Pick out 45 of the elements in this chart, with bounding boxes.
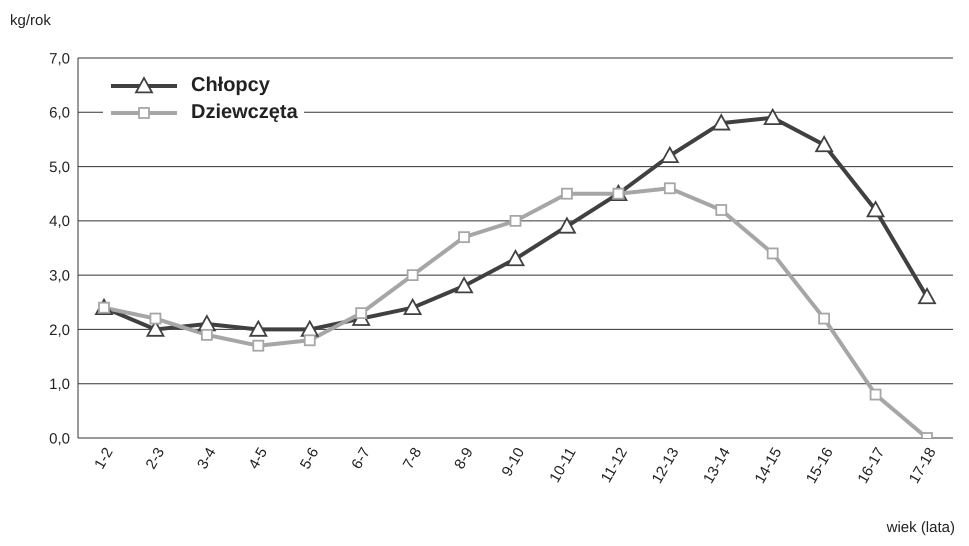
point: [818, 312, 830, 324]
y-tick-label: 6,0: [49, 104, 70, 122]
x-tick-label: 1-2: [91, 444, 117, 472]
point: [715, 204, 728, 216]
point: [150, 312, 162, 324]
point: [355, 307, 368, 320]
point: [561, 188, 573, 200]
x-tick-label: 6-7: [348, 444, 374, 472]
y-tick-label: 2,0: [49, 322, 70, 339]
point: [660, 146, 679, 164]
x-axis-title: wiek (lata): [886, 519, 955, 536]
point: [406, 269, 419, 282]
point: [870, 388, 882, 400]
point: [866, 201, 884, 218]
y-tick-label: 4,0: [49, 213, 70, 230]
y-tick-label: 7,0: [49, 50, 70, 68]
point: [252, 340, 264, 352]
x-tick-label: 2-3: [142, 444, 168, 472]
point: [764, 108, 782, 126]
x-tick-label: 5-6: [296, 444, 322, 472]
point: [458, 231, 470, 244]
point: [815, 136, 834, 152]
legend-label: Dziewczęta: [191, 101, 298, 124]
point: [766, 248, 779, 260]
point: [404, 298, 422, 316]
point: [455, 277, 473, 294]
point: [304, 334, 316, 346]
y-axis-title: kg/rok: [10, 12, 51, 29]
y-tick-label: 0,0: [49, 430, 70, 448]
point: [664, 182, 676, 194]
y-tick-label: 5,0: [49, 158, 70, 176]
point: [510, 214, 522, 227]
legend-label: Chłopcy: [191, 74, 270, 97]
point: [712, 114, 730, 130]
x-tick-label: 4-5: [245, 444, 271, 472]
x-tick-label: 3-4: [194, 444, 220, 472]
y-tick-label: 1,0: [49, 376, 70, 394]
x-tick-label: 7-8: [400, 444, 426, 472]
y-tick-label: 3,0: [49, 267, 70, 284]
point: [558, 217, 576, 234]
point: [249, 320, 268, 337]
point: [506, 250, 524, 266]
point: [918, 288, 936, 304]
x-tick-label: 8-9: [451, 444, 477, 472]
point: [200, 328, 213, 341]
